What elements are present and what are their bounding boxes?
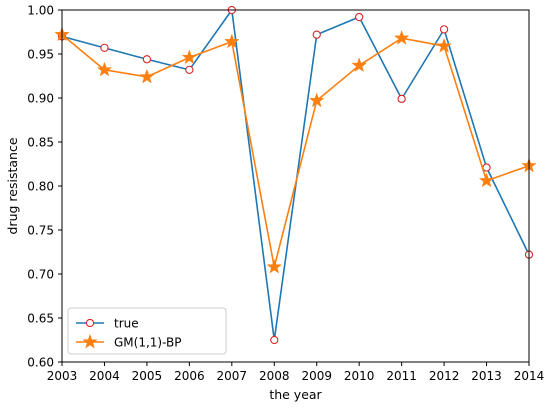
y-tick-label: 1.00 [27,4,54,18]
y-axis: 0.60 0.65 0.70 0.75 0.80 0.85 0.90 0.95 1.00 [27,4,62,370]
y-tick-label: 0.90 [27,92,54,106]
data-point [185,65,194,74]
x-tick-label: 2014 [514,369,545,383]
x-tick-label: 2010 [344,369,375,383]
data-point [436,38,452,53]
x-tick-label: 2007 [217,369,248,383]
data-point [97,62,112,76]
data-point [397,94,406,104]
y-tick-label: 0.95 [27,48,54,62]
y-tick-label: 0.65 [27,312,54,326]
x-tick-label: 2004 [89,369,120,383]
data-point [394,30,409,45]
legend-marker [85,318,95,328]
data-point [182,50,197,64]
x-axis-label: the year [269,387,322,402]
x-tick-label: 2006 [174,369,205,383]
x-tick-label: 2003 [47,369,78,383]
data-point [309,93,324,107]
data-point [139,69,155,83]
data-point [270,335,279,345]
legend: true GM(1,1)-BP [67,307,227,355]
legend-marker [82,333,98,349]
y-tick-label: 0.70 [27,268,54,282]
y-tick-label: 0.75 [27,224,54,238]
data-point [312,30,321,39]
data-point [355,12,364,22]
x-tick-label: 2012 [429,369,460,383]
legend-label: true [114,317,139,331]
legend-label: GM(1,1)-BP [114,336,181,350]
data-point [142,55,152,64]
data-point [100,43,109,52]
data-point [479,173,494,187]
x-tick-label: 2005 [132,369,163,383]
data-point [439,25,449,34]
data-point [482,163,491,172]
y-tick-label: 0.85 [27,136,54,150]
data-point [224,34,239,48]
series-layer [54,5,537,345]
x-tick-label: 2011 [386,369,417,383]
x-tick-label: 2013 [471,369,502,383]
y-axis-label: drug resistance [5,137,20,234]
y-tick-label: 0.80 [27,180,54,194]
data-point [352,57,367,72]
x-axis: 2003 2004 2005 2006 2007 2008 2009 2010 2011 2012… [47,362,545,383]
series-line-2 [61,34,530,268]
x-tick-label: 2008 [259,369,290,383]
data-point [267,259,282,274]
x-tick-label: 2009 [301,369,332,383]
series-line-1 [61,9,530,341]
legend-box [67,307,227,355]
y-tick-label: 0.60 [27,356,54,370]
